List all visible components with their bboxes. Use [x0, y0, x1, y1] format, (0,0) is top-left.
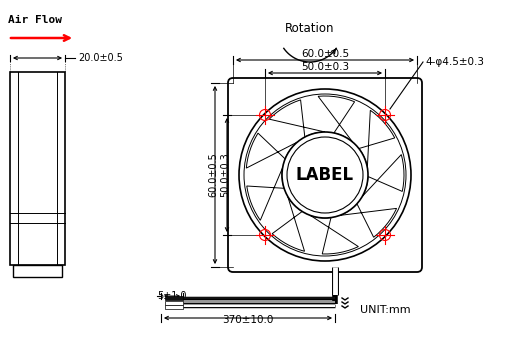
- Polygon shape: [339, 204, 397, 237]
- Bar: [10, 72, 65, 265]
- Text: 5±1.0: 5±1.0: [157, 291, 187, 301]
- Polygon shape: [272, 197, 305, 251]
- Text: 60.0±0.5: 60.0±0.5: [301, 49, 349, 59]
- Text: Rotation: Rotation: [285, 22, 335, 35]
- Text: 20.0±0.5: 20.0±0.5: [78, 53, 123, 63]
- Polygon shape: [318, 96, 355, 142]
- Bar: [13, 265, 62, 277]
- Polygon shape: [247, 168, 284, 220]
- Polygon shape: [310, 215, 358, 254]
- Polygon shape: [246, 133, 297, 168]
- Text: LABEL: LABEL: [296, 166, 354, 184]
- FancyBboxPatch shape: [228, 78, 422, 272]
- Text: Air Flow: Air Flow: [8, 15, 62, 25]
- Circle shape: [244, 94, 406, 256]
- Bar: [165, 296, 183, 300]
- Polygon shape: [359, 110, 395, 168]
- Bar: [165, 301, 183, 305]
- Circle shape: [287, 137, 363, 213]
- Text: 370±10.0: 370±10.0: [222, 315, 274, 325]
- Polygon shape: [269, 100, 325, 137]
- Text: 60.0±0.5: 60.0±0.5: [208, 153, 218, 197]
- Text: 50.0±0.3: 50.0±0.3: [301, 62, 349, 72]
- Bar: [165, 305, 183, 309]
- Circle shape: [239, 89, 411, 261]
- Text: 50.0±0.3: 50.0±0.3: [220, 153, 230, 197]
- Text: UNIT:mm: UNIT:mm: [360, 305, 411, 315]
- Circle shape: [282, 132, 368, 218]
- Polygon shape: [362, 155, 404, 197]
- Text: 4-φ4.5±0.3: 4-φ4.5±0.3: [425, 57, 484, 67]
